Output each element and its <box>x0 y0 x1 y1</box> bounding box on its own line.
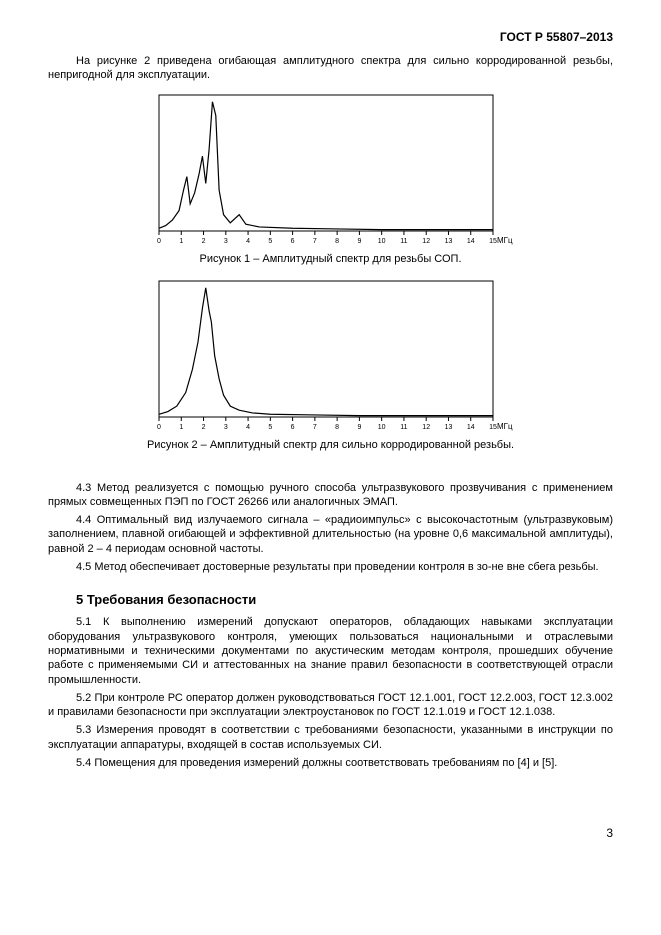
svg-text:15: 15 <box>489 238 497 245</box>
svg-text:12: 12 <box>422 424 430 431</box>
intro-para: На рисунке 2 приведена огибающая амплиту… <box>48 54 613 83</box>
para-4-3: 4.3 Метод реализуется с помощью ручного … <box>48 481 613 510</box>
svg-text:0: 0 <box>157 424 161 431</box>
chart2: 0123456789101112131415МГц <box>141 275 521 435</box>
svg-text:8: 8 <box>335 238 339 245</box>
chart1-container: 0123456789101112131415МГц <box>48 89 613 249</box>
svg-text:10: 10 <box>377 238 385 245</box>
svg-text:12: 12 <box>422 238 430 245</box>
chart2-container: 0123456789101112131415МГц <box>48 275 613 435</box>
svg-text:11: 11 <box>400 238 407 245</box>
svg-text:7: 7 <box>312 238 316 245</box>
svg-text:13: 13 <box>444 238 452 245</box>
section-5-title: 5 Требования безопасности <box>76 592 613 607</box>
svg-text:4: 4 <box>246 238 250 245</box>
para-4-4: 4.4 Оптимальный вид излучаемого сигнала … <box>48 513 613 556</box>
para-4-5: 4.5 Метод обеспечивает достоверные резул… <box>48 560 613 574</box>
svg-text:6: 6 <box>290 238 294 245</box>
para-5-3: 5.3 Измерения проводят в соответствии с … <box>48 723 613 752</box>
svg-text:МГц: МГц <box>497 422 513 431</box>
svg-text:1: 1 <box>179 424 183 431</box>
svg-text:10: 10 <box>377 424 385 431</box>
para-5-1: 5.1 К выполнению измерений допускают опе… <box>48 615 613 686</box>
svg-text:3: 3 <box>223 424 227 431</box>
svg-text:0: 0 <box>157 238 161 245</box>
svg-text:14: 14 <box>466 424 474 431</box>
doc-code: ГОСТ Р 55807–2013 <box>48 30 613 44</box>
page-number: 3 <box>48 826 613 840</box>
svg-text:5: 5 <box>268 238 272 245</box>
para-5-2: 5.2 При контроле РС оператор должен руко… <box>48 691 613 720</box>
svg-text:6: 6 <box>290 424 294 431</box>
svg-text:5: 5 <box>268 424 272 431</box>
svg-text:3: 3 <box>223 238 227 245</box>
svg-text:9: 9 <box>357 238 361 245</box>
svg-text:11: 11 <box>400 424 407 431</box>
svg-text:8: 8 <box>335 424 339 431</box>
svg-text:2: 2 <box>201 238 205 245</box>
svg-text:2: 2 <box>201 424 205 431</box>
svg-text:4: 4 <box>246 424 250 431</box>
svg-text:15: 15 <box>489 424 497 431</box>
svg-text:7: 7 <box>312 424 316 431</box>
svg-text:1: 1 <box>179 238 183 245</box>
svg-text:13: 13 <box>444 424 452 431</box>
para-5-4: 5.4 Помещения для проведения измерений д… <box>48 756 613 770</box>
chart2-caption: Рисунок 2 – Амплитудный спектр для сильн… <box>48 439 613 451</box>
svg-text:МГц: МГц <box>497 236 513 245</box>
svg-text:14: 14 <box>466 238 474 245</box>
chart1-caption: Рисунок 1 – Амплитудный спектр для резьб… <box>48 253 613 265</box>
svg-text:9: 9 <box>357 424 361 431</box>
chart1: 0123456789101112131415МГц <box>141 89 521 249</box>
